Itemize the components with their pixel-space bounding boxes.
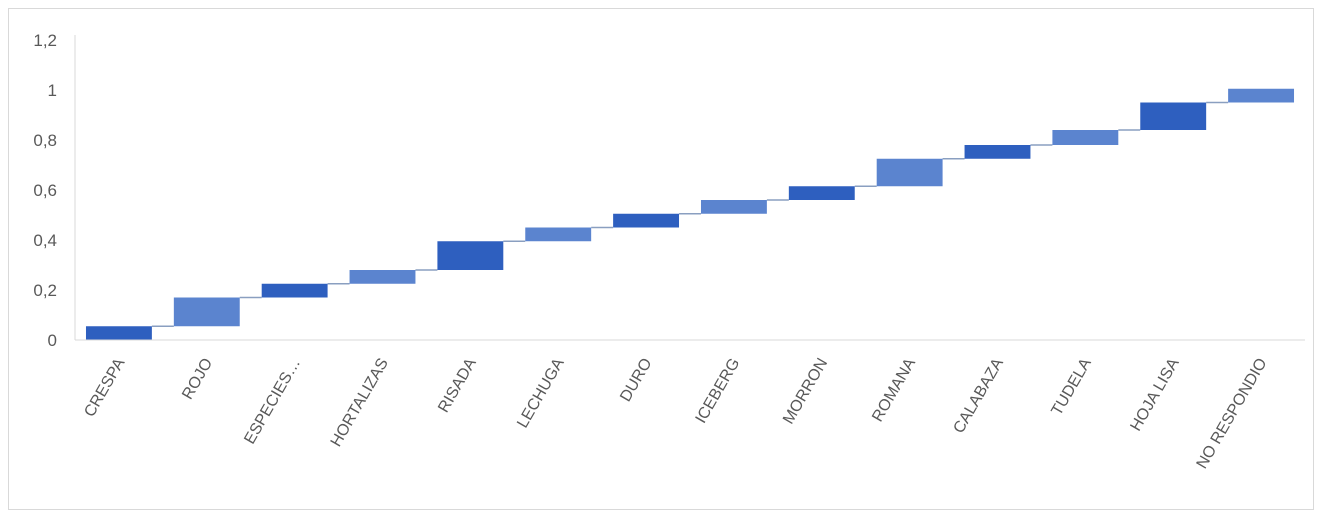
bars [85, 88, 1295, 340]
x-category-label: HOJA LISA [1127, 355, 1182, 434]
x-category-label: RISADA [435, 355, 480, 415]
y-tick-label: 0,2 [33, 281, 57, 300]
chart-frame [8, 8, 1314, 510]
x-category-label: ROJO [179, 356, 216, 403]
x-category-label: ICEBERG [693, 356, 744, 427]
bar-duro [613, 213, 680, 228]
y-tick-label: 0,4 [33, 231, 57, 250]
x-category-label: CALABAZA [950, 355, 1007, 436]
bar-romana [876, 158, 943, 187]
y-tick-label: 0,6 [33, 181, 57, 200]
bar-crespa [85, 326, 152, 340]
y-tick-label: 0,8 [33, 131, 57, 150]
y-tick-label: 0 [48, 331, 57, 350]
x-category-label: ESPECIES… [241, 356, 304, 448]
bar-rojo [173, 297, 240, 327]
x-category-label: LECHUGA [514, 355, 568, 431]
x-category-label: NO RESPONDIO [1194, 356, 1271, 472]
y-tick-label: 1,2 [33, 31, 57, 50]
x-category-label: MORRON [780, 356, 831, 428]
x-category-label: DURO [617, 356, 655, 405]
bar-especies [261, 283, 328, 298]
x-axis: CRESPA ROJO ESPECIES… HORTALIZAS RISADA LECHU… [75, 339, 1305, 472]
x-category-label: HORTALIZAS [328, 356, 392, 450]
bar-hoja-lisa [1140, 102, 1207, 130]
x-category-label: CRESPA [81, 355, 128, 420]
bar-hortalizas [349, 270, 416, 284]
connector-lines [151, 101, 1229, 327]
bar-iceberg [700, 200, 767, 214]
x-category-label: ROMANA [869, 355, 919, 425]
bar-lechuga [525, 227, 592, 242]
bar-tudela [1052, 130, 1119, 145]
bar-risada [437, 241, 504, 270]
bar-calabaza [964, 145, 1031, 159]
y-axis: 0 0,2 0,4 0,6 0,8 1 1,2 [33, 31, 76, 350]
x-category-label: TUDELA [1049, 355, 1095, 418]
y-tick-label: 1 [48, 81, 57, 100]
bar-no-respondio [1228, 88, 1295, 103]
bar-morron [788, 186, 855, 200]
